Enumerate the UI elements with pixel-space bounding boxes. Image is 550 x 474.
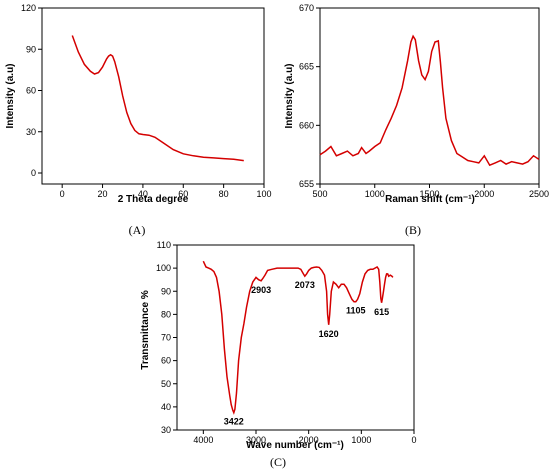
panel-c-peak-label: 1620: [319, 329, 339, 339]
panel-c-y-tick-label: 60: [161, 356, 171, 366]
panel-a-x-tick-label: 20: [98, 189, 108, 199]
panel-c-y-tick-label: 50: [161, 379, 171, 389]
panel-a-y-tick-label: 60: [26, 86, 36, 96]
panel-a-x-tick-label: 60: [178, 189, 188, 199]
panel-c-y-tick-label: 90: [161, 286, 171, 296]
panel-c-ticks: 4000 3000 2000 1000 0 30 40 50 60 70 80 90 100 110: [156, 240, 417, 445]
panel-b-x-tick-label: 2500: [529, 189, 549, 199]
panel-c-series-line: [202, 260, 394, 415]
panel-b-ticks: 500 1000 1500 2000 2500 655 660 665 670: [299, 3, 549, 199]
panel-b-x-tick-label: 2000: [474, 189, 494, 199]
panel-a-y-tick-label: 30: [26, 127, 36, 137]
panel-b-plot-frame: [319, 7, 540, 185]
panel-c-y-tick-label: 30: [161, 425, 171, 435]
panel-c: 4000 3000 2000 1000 0 30 40 50 60 70 80 90 100 110 34…: [140, 240, 417, 469]
panel-b-x-tick-label: 500: [312, 189, 327, 199]
panel-b-y-tick-label: 655: [299, 179, 314, 189]
panel-b-y-axis-label: Intensity (a.u): [284, 63, 295, 128]
panel-c-y-tick-label: 100: [156, 263, 171, 273]
panel-c-peak-label: 1105: [346, 306, 366, 316]
panel-a-y-axis-label: Intensity (a.u): [5, 63, 16, 128]
panel-c-y-axis-label: Transmittance %: [140, 290, 151, 370]
panel-b-y-tick-label: 660: [299, 120, 314, 130]
panel-c-y-tick-label: 40: [161, 402, 171, 412]
panel-c-y-tick-label: 80: [161, 309, 171, 319]
panel-c-peak-label: 3422: [224, 417, 244, 427]
panel-c-x-tick-label: 1000: [351, 435, 371, 445]
panel-c-y-tick-label: 70: [161, 333, 171, 343]
panel-a-x-axis-label: 2 Theta degree: [118, 194, 189, 205]
panel-b-x-axis-label: Raman shift (cm⁻¹): [385, 194, 475, 205]
panel-a-ticks: 0 20 40 60 80 100 0 30 60 90 120: [21, 3, 272, 199]
panel-a-plot-frame: [41, 7, 265, 185]
panel-b: 500 1000 1500 2000 2500 655 660 665 670 Raman sh…: [284, 3, 549, 237]
panel-c-x-tick-label: 4000: [193, 435, 213, 445]
panel-b-series-line: [319, 34, 540, 167]
panel-c-y-tick-label: 110: [157, 240, 171, 250]
panel-b-label: (B): [405, 223, 421, 237]
panel-c-peak-label: 2903: [251, 285, 271, 295]
panel-a-y-tick-label: 120: [21, 3, 36, 13]
panel-a-x-tick-label: 100: [256, 189, 271, 199]
panel-a-y-tick-label: 90: [26, 44, 36, 54]
panel-a-x-tick-label: 0: [60, 189, 65, 199]
panel-b-x-tick-label: 1500: [419, 189, 439, 199]
panel-c-annotations: 3422 2903 2073 1620 1105 615: [224, 280, 389, 426]
panel-c-label: (C): [270, 455, 286, 469]
panel-a-x-tick-label: 80: [219, 189, 229, 199]
panel-c-peak-label: 2073: [295, 280, 315, 290]
panel-a-x-tick-label: 40: [138, 189, 148, 199]
panel-c-x-tick-label: 0: [411, 435, 416, 445]
panel-b-x-tick-label: 1000: [365, 189, 385, 199]
panel-a-series-line: [71, 35, 244, 162]
panel-a: 0 20 40 60 80 100 0 30 60 90 120 2 Theta degree In…: [5, 3, 272, 237]
panel-b-y-tick-label: 665: [299, 62, 314, 72]
panel-a-label: (A): [129, 223, 146, 237]
panel-c-x-tick-label: 2000: [299, 435, 319, 445]
panel-b-y-tick-label: 670: [299, 3, 314, 13]
panel-c-x-axis-label: Wave number (cm⁻¹): [246, 440, 344, 451]
panel-c-peak-label: 615: [374, 307, 389, 317]
panel-a-y-tick-label: 0: [31, 168, 36, 178]
panel-c-x-tick-label: 3000: [246, 435, 266, 445]
